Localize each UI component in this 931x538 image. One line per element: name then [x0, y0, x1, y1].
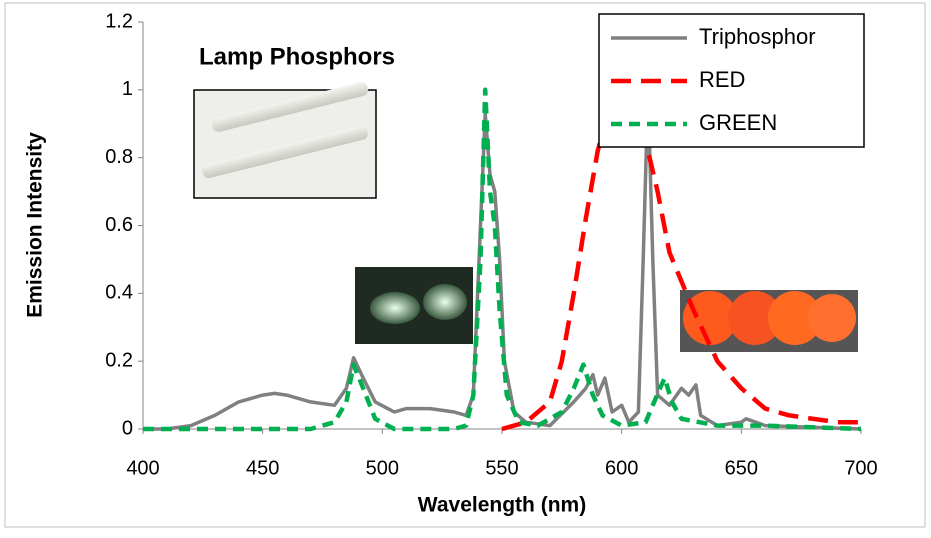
y-tick-label: 1.2: [105, 10, 133, 32]
chart-title: Lamp Phosphors: [199, 43, 395, 70]
series-line: [143, 88, 862, 431]
disc: [683, 291, 737, 345]
y-tick-label: 0.2: [105, 349, 133, 371]
x-axis-label: Wavelength (nm): [418, 494, 586, 517]
y-axis-label: Emission Intensity: [24, 132, 47, 318]
glow: [423, 284, 467, 320]
series-line: [143, 87, 862, 432]
y-tick-label: 1: [122, 78, 133, 100]
x-tick-label: 550: [485, 457, 518, 479]
y-tick-label: 0: [122, 417, 133, 439]
x-tick-label: 600: [605, 457, 638, 479]
legend-label: RED: [699, 67, 745, 92]
disc: [728, 291, 782, 345]
x-tick-label: 450: [246, 457, 279, 479]
x-tick-label: 500: [366, 457, 399, 479]
disc: [768, 291, 822, 345]
y-tick-label: 0.4: [105, 282, 133, 304]
x-tick-label: 400: [126, 457, 159, 479]
x-tick-label: 650: [725, 457, 758, 479]
tube: [202, 125, 368, 179]
tube: [211, 82, 369, 132]
glow: [370, 292, 420, 324]
legend-label: Triphosphor: [699, 24, 816, 49]
x-tick-label: 700: [844, 457, 877, 479]
y-tick-label: 0.8: [105, 146, 133, 168]
photo-insets: [193, 82, 858, 352]
y-tick-label: 0.6: [105, 214, 133, 236]
legend-label: GREEN: [699, 110, 777, 135]
disc: [808, 294, 856, 342]
